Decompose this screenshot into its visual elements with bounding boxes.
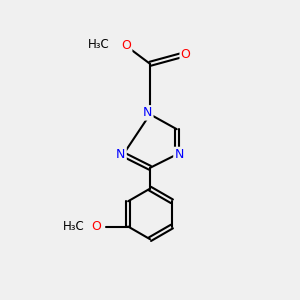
Text: N: N [174, 148, 184, 161]
Text: O: O [181, 48, 190, 62]
Text: N: N [143, 106, 152, 119]
Text: O: O [92, 220, 101, 233]
Text: O: O [121, 40, 131, 52]
Text: H₃C: H₃C [63, 220, 84, 233]
Text: H₃C: H₃C [88, 38, 110, 51]
Text: N: N [116, 148, 126, 161]
